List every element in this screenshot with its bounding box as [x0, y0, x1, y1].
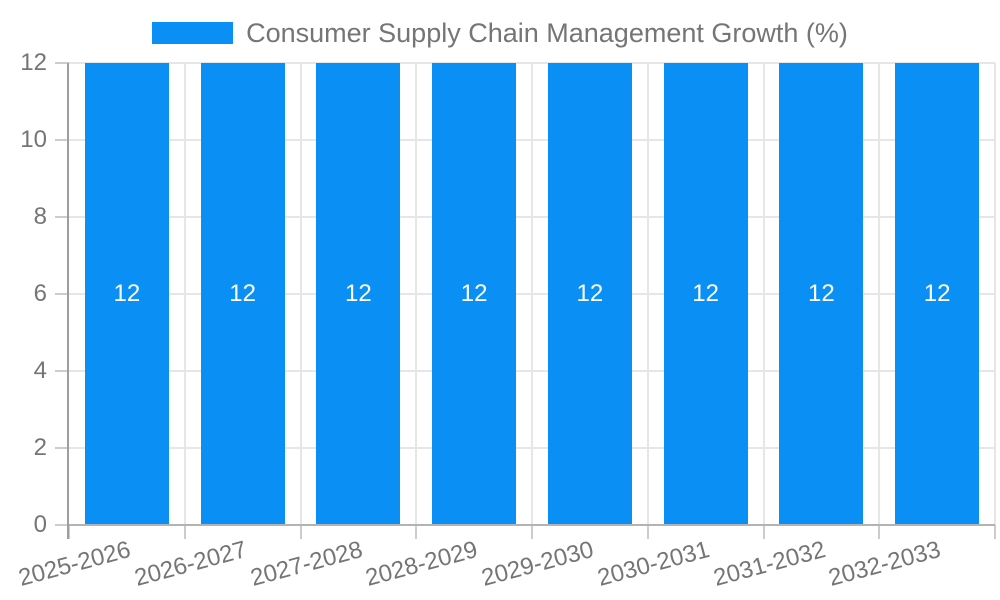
y-axis-tick — [55, 216, 69, 218]
y-axis-label: 12 — [20, 49, 47, 76]
bar[interactable]: 12 — [779, 63, 864, 525]
x-axis-label: 2029-2030 — [478, 536, 597, 592]
x-axis-tick — [878, 525, 881, 539]
x-axis-label: 2032-2033 — [825, 536, 944, 592]
x-axis-label: 2025-2026 — [15, 536, 134, 592]
gridline-vertical — [646, 63, 649, 525]
gridline-vertical — [299, 63, 302, 525]
y-axis-line — [67, 63, 69, 539]
bar-value-label: 12 — [692, 280, 719, 307]
x-axis-tick — [415, 525, 418, 539]
x-axis-label: 2030-2031 — [594, 536, 713, 592]
bar[interactable]: 12 — [432, 63, 517, 525]
y-axis-label: 4 — [33, 357, 47, 384]
chart-title: Consumer Supply Chain Management Growth … — [246, 18, 848, 48]
gridline-vertical — [878, 63, 881, 525]
x-axis-tick — [994, 525, 996, 539]
bar-value-label: 12 — [460, 280, 488, 307]
gridline-vertical — [183, 63, 186, 525]
x-axis-label: 2027-2028 — [247, 536, 366, 592]
y-axis-tick — [55, 139, 69, 141]
x-axis-tick — [646, 525, 649, 539]
y-axis-tick — [55, 524, 69, 526]
y-axis-label: 10 — [20, 126, 47, 153]
bar-value-label: 12 — [229, 280, 256, 307]
y-axis-tick — [55, 447, 69, 449]
gridline-vertical — [531, 63, 533, 525]
bar[interactable]: 12 — [547, 63, 632, 525]
bar-value-label: 12 — [113, 280, 141, 307]
x-axis-label: 2026-2027 — [131, 536, 250, 592]
x-axis-label: 2031-2032 — [710, 536, 829, 592]
bar-value-label: 12 — [923, 280, 951, 307]
legend[interactable]: Consumer Supply Chain Management Growth … — [0, 18, 1000, 48]
bar[interactable]: 12 — [316, 63, 401, 525]
y-axis-tick — [55, 293, 69, 295]
x-axis-tick — [762, 525, 765, 539]
x-axis-label: 2028-2029 — [362, 536, 481, 592]
legend-swatch — [152, 22, 234, 44]
y-axis-tick — [55, 62, 69, 64]
bar[interactable]: 12 — [200, 63, 285, 525]
bar-value-label: 12 — [345, 280, 372, 307]
bar-value-label: 12 — [808, 280, 835, 307]
bar[interactable]: 12 — [84, 63, 169, 525]
y-axis-label: 0 — [33, 511, 47, 538]
bar[interactable]: 12 — [663, 63, 748, 525]
y-axis-label: 2 — [33, 434, 47, 461]
gridline-vertical — [762, 63, 765, 525]
x-axis-line — [69, 524, 995, 526]
bar-value-label: 12 — [576, 280, 604, 307]
y-axis-tick — [55, 370, 69, 372]
gridline-vertical — [994, 63, 996, 525]
x-axis-tick — [68, 525, 70, 539]
x-axis-tick — [299, 525, 302, 539]
bar[interactable]: 12 — [895, 63, 980, 525]
gridline-vertical — [415, 63, 418, 525]
x-axis-tick — [183, 525, 186, 539]
x-axis-tick — [531, 525, 533, 539]
y-axis-label: 8 — [33, 203, 47, 230]
y-axis-label: 6 — [33, 280, 47, 307]
